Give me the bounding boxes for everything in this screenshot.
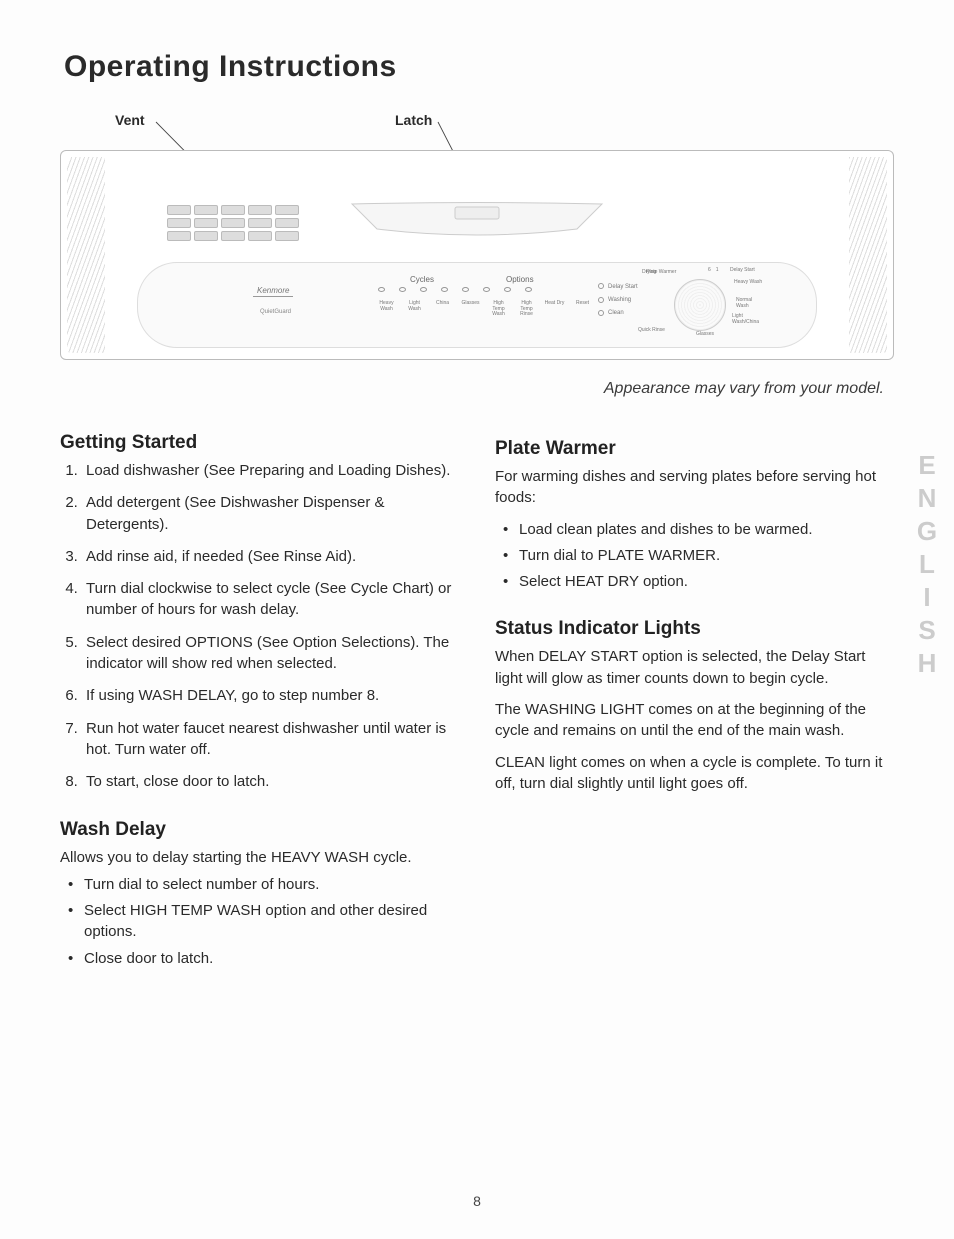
texture-left — [67, 157, 105, 353]
vent-callout-label: Vent — [115, 112, 145, 128]
brand-label: Kenmore — [253, 285, 293, 297]
door-latch-handle — [347, 199, 607, 243]
list-item: Load dishwasher (See Preparing and Loadi… — [82, 460, 459, 481]
wash-delay-heading: Wash Delay — [60, 819, 459, 841]
page-number: 8 — [0, 1193, 954, 1209]
list-item: Turn dial to select number of hours. — [68, 874, 459, 895]
plate-warmer-intro: For warming dishes and serving plates be… — [495, 466, 894, 509]
control-strip: Kenmore QuietGuard Cycles Options Heavy … — [137, 262, 817, 348]
texture-right — [849, 157, 887, 353]
list-item: Select HIGH TEMP WASH option and other d… — [68, 900, 459, 943]
status-lights: Delay Start Washing Clean — [598, 281, 638, 321]
status-lights-heading: Status Indicator Lights — [495, 618, 894, 640]
status-lights-para: When DELAY START option is selected, the… — [495, 646, 894, 689]
options-heading: Options — [506, 275, 534, 284]
getting-started-heading: Getting Started — [60, 432, 459, 454]
list-item: Turn dial clockwise to select cycle (See… — [82, 578, 459, 621]
plate-warmer-heading: Plate Warmer — [495, 438, 894, 460]
getting-started-list: Load dishwasher (See Preparing and Loadi… — [60, 460, 459, 793]
list-item: Load clean plates and dishes to be warme… — [503, 519, 894, 540]
list-item: Turn dial to PLATE WARMER. — [503, 545, 894, 566]
quiet-label: QuietGuard — [260, 309, 291, 315]
status-lights-para: CLEAN light comes on when a cycle is com… — [495, 752, 894, 795]
list-item: If using WASH DELAY, go to step number 8… — [82, 685, 459, 706]
list-item: Add rinse aid, if needed (See Rinse Aid)… — [82, 546, 459, 567]
language-tab: ENGLISH — [911, 450, 942, 681]
cycles-heading: Cycles — [410, 275, 434, 284]
status-lights-para: The WASHING LIGHT comes on at the beginn… — [495, 699, 894, 742]
panel-outline: Kenmore QuietGuard Cycles Options Heavy … — [60, 150, 894, 360]
wash-delay-list: Turn dial to select number of hours. Sel… — [60, 874, 459, 969]
list-item: Select desired OPTIONS (See Option Selec… — [82, 632, 459, 675]
cycle-dial: Plate Warmer Drying Quick Rinse 6 1 Dela… — [646, 269, 766, 343]
button-row — [378, 287, 532, 292]
list-item: Run hot water faucet nearest dishwasher … — [82, 718, 459, 761]
plate-warmer-list: Load clean plates and dishes to be warme… — [495, 519, 894, 593]
wash-delay-intro: Allows you to delay starting the HEAVY W… — [60, 847, 459, 868]
vent-grille — [167, 205, 299, 241]
diagram-caption: Appearance may vary from your model. — [60, 380, 884, 398]
page-title: Operating Instructions — [64, 50, 894, 84]
list-item: To start, close door to latch. — [82, 771, 459, 792]
control-panel-diagram: Vent Latch Kenmore QuietGuard Cycl — [60, 112, 894, 372]
button-labels: Heavy Wash Light Wash China Glasses High… — [376, 301, 593, 318]
latch-callout-label: Latch — [395, 112, 432, 128]
list-item: Add detergent (See Dishwasher Dispenser … — [82, 492, 459, 535]
list-item: Select HEAT DRY option. — [503, 571, 894, 592]
list-item: Close door to latch. — [68, 948, 459, 969]
